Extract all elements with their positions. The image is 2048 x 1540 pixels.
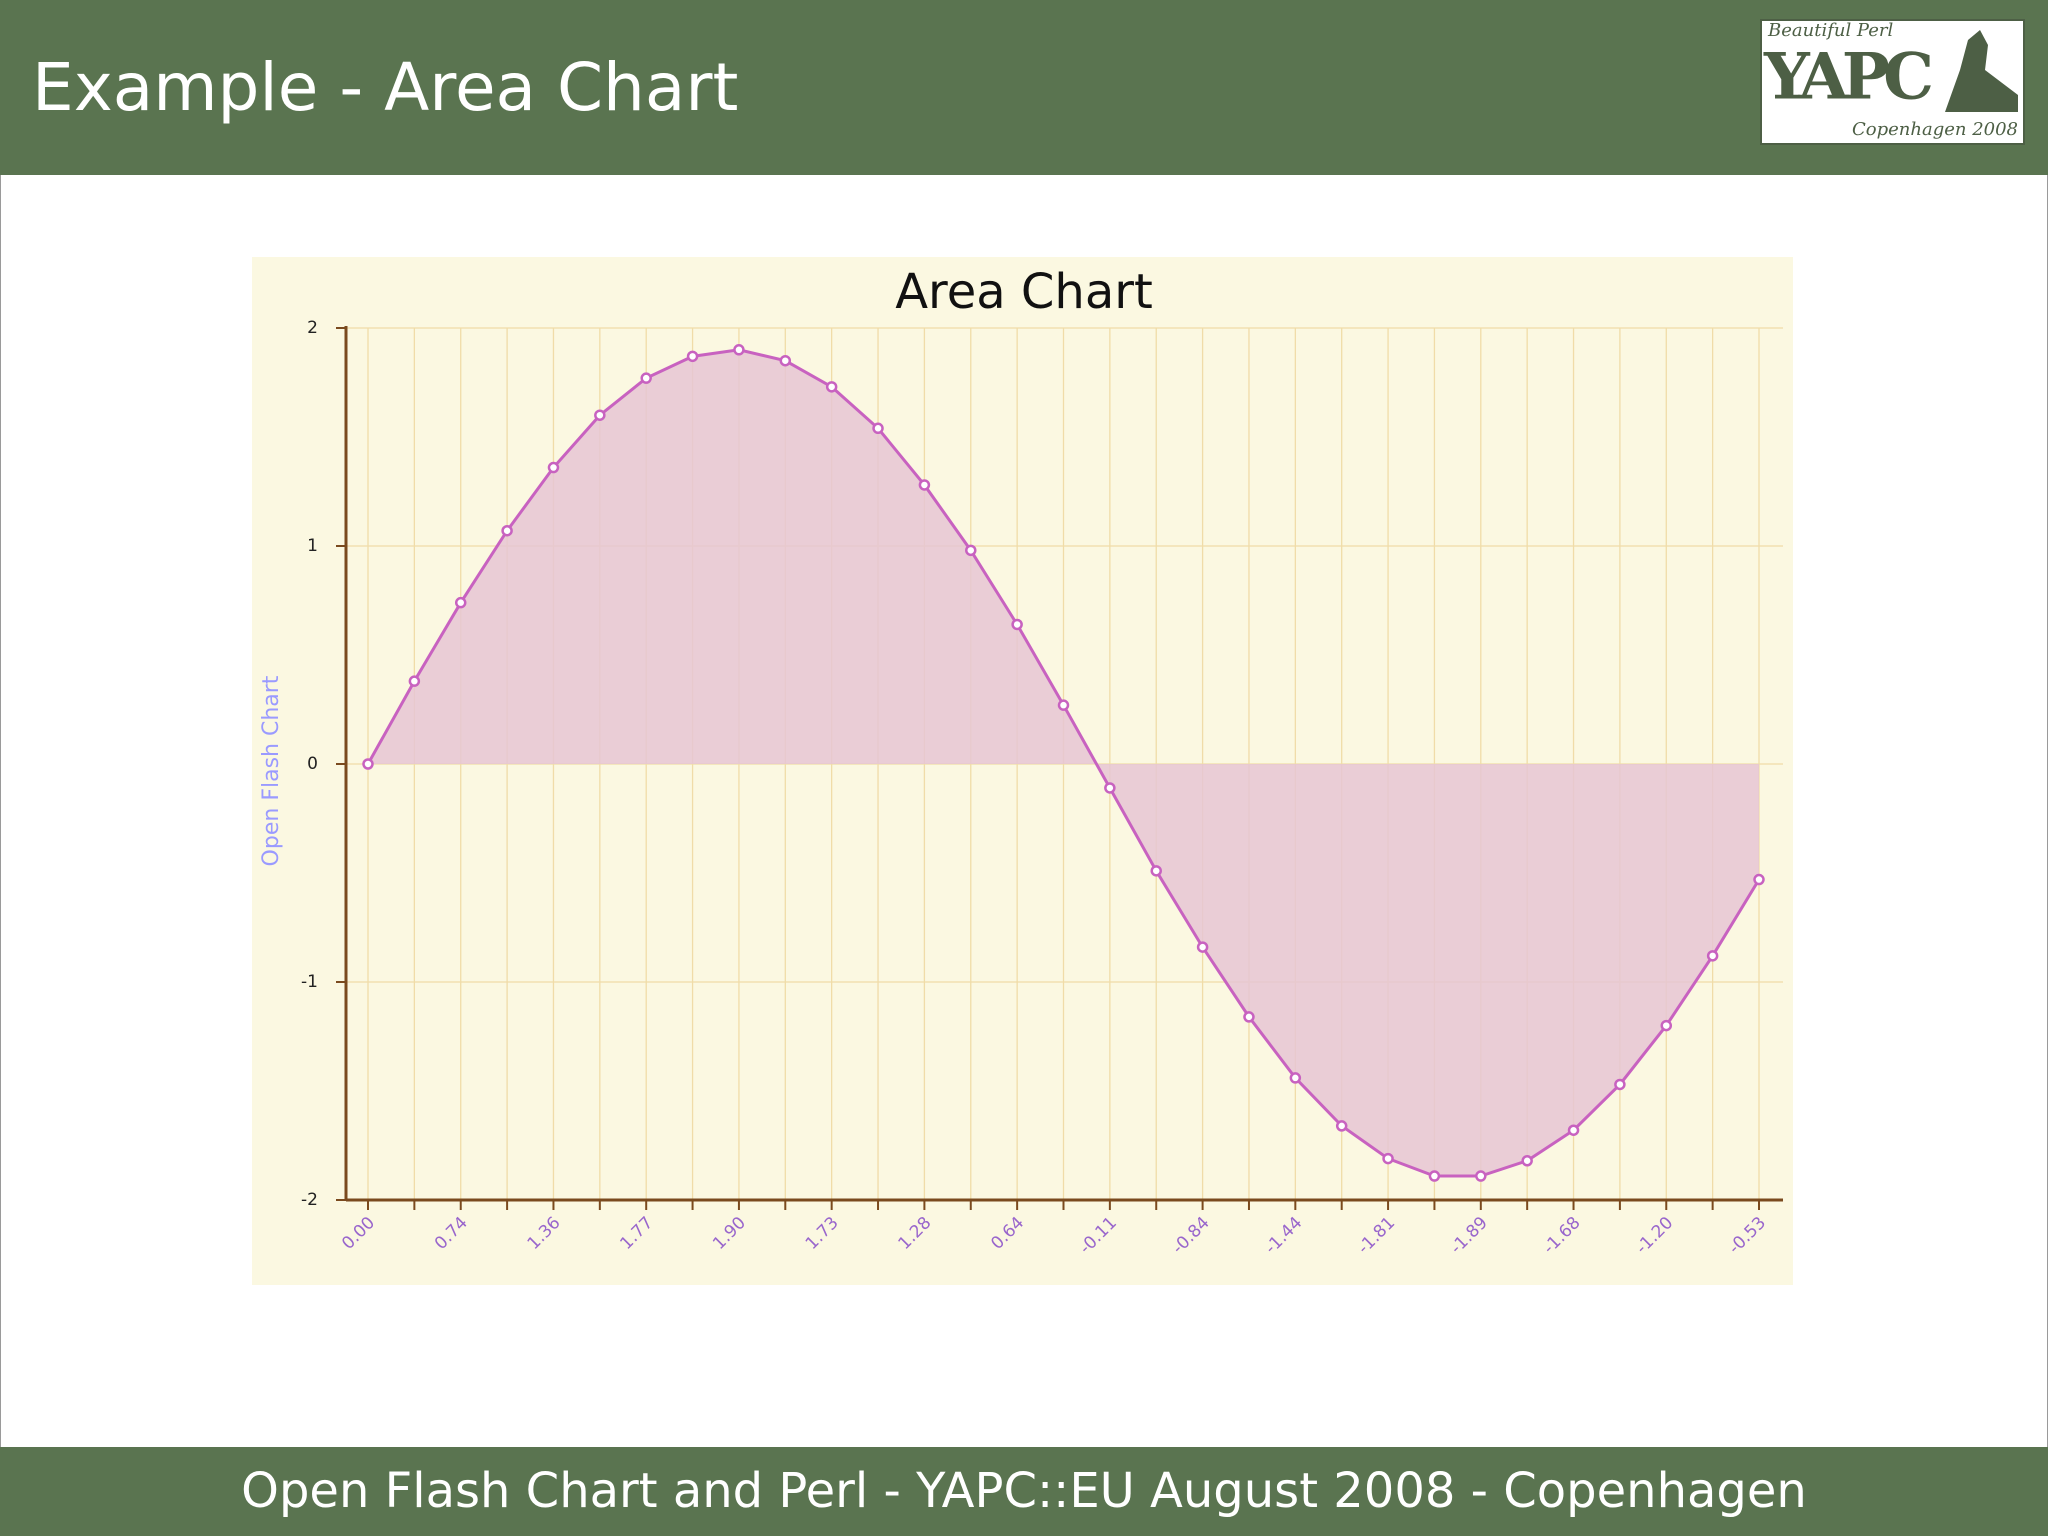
data-point (501, 524, 513, 537)
data-point (454, 596, 467, 609)
data-point (733, 344, 745, 356)
data-point (640, 372, 652, 384)
data-point (872, 422, 884, 435)
data-point (1289, 1072, 1302, 1084)
y-tick-label: 0 (307, 754, 318, 774)
logo-place: Copenhagen 2008 (1852, 119, 2018, 140)
area-fill (368, 349, 1759, 1177)
data-point (1521, 1155, 1533, 1167)
data-point (1057, 699, 1070, 711)
data-point (1475, 1170, 1487, 1182)
data-point (1335, 1120, 1348, 1132)
y-axis-label: Open Flash Chart (259, 675, 284, 866)
y-tick-label: -1 (301, 972, 318, 992)
data-point (594, 409, 606, 421)
y-tick-label: -2 (301, 1190, 318, 1210)
footer-bar (0, 1447, 2048, 1536)
logo-tagline: Beautiful Perl (1767, 20, 1893, 41)
data-point (1243, 1011, 1255, 1023)
header-bar (0, 0, 2048, 175)
data-point (1150, 865, 1162, 877)
data-point (918, 479, 931, 491)
data-point (779, 354, 792, 367)
data-point (1428, 1170, 1441, 1182)
data-point (965, 544, 977, 557)
data-point (1382, 1152, 1394, 1165)
data-point (1104, 782, 1116, 794)
data-point (408, 675, 421, 687)
data-point (1706, 950, 1719, 962)
data-point (1614, 1078, 1626, 1091)
y-tick-label: 1 (307, 536, 318, 556)
data-point (686, 350, 699, 363)
logo: Beautiful Perl YAPC Copenhagen 2008 (1760, 19, 2025, 145)
data-point (1196, 941, 1209, 953)
logo-name: YAPC (1763, 40, 1934, 115)
chart-title: Area Chart (895, 264, 1153, 320)
data-point (1011, 618, 1023, 631)
y-tick-label: 2 (307, 318, 318, 338)
logo-figure (1945, 30, 2018, 112)
slide-title: Example - Area Chart (32, 49, 738, 126)
data-point (1660, 1019, 1673, 1032)
footer-text: Open Flash Chart and Perl - YAPC::EU Aug… (241, 1463, 1807, 1519)
data-point (1753, 873, 1765, 886)
data-point (825, 381, 838, 393)
data-point (1567, 1124, 1580, 1136)
data-point (362, 758, 374, 770)
data-point (547, 461, 560, 474)
